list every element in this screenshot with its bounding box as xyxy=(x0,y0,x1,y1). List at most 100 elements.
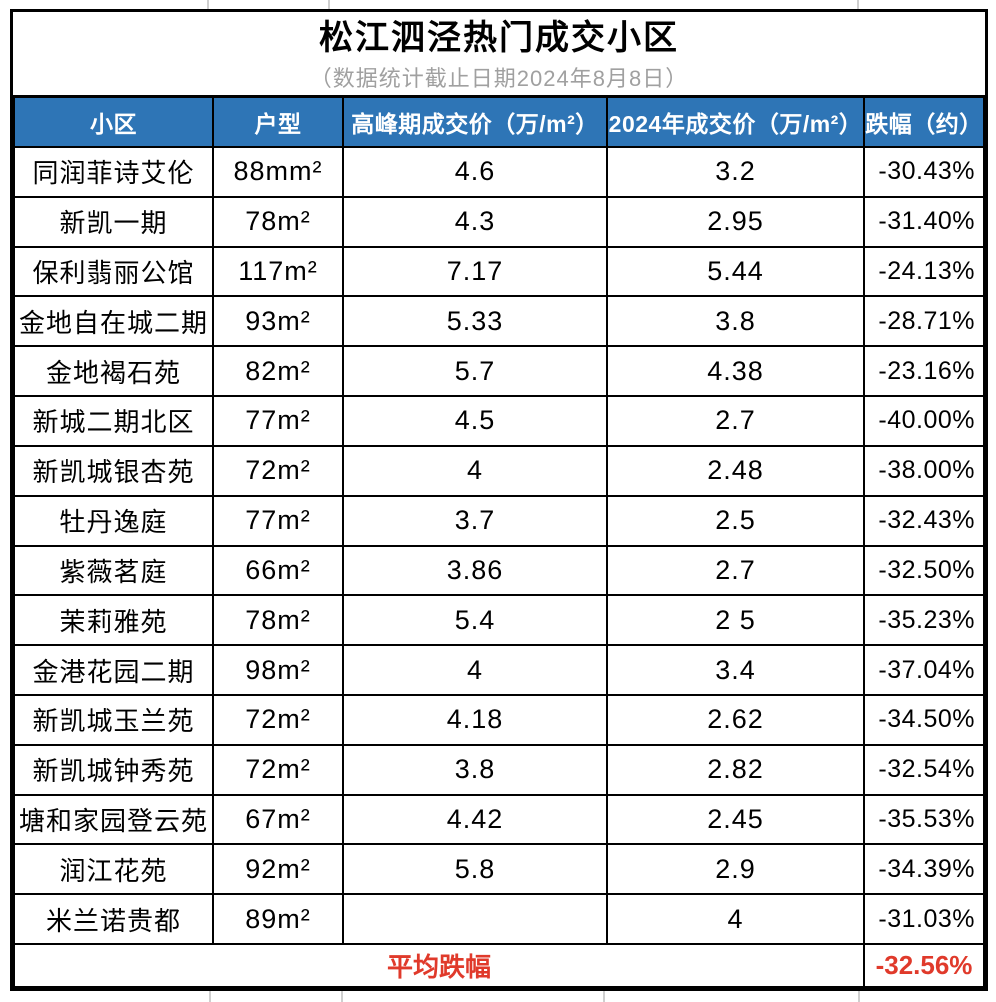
cell-drop: -40.00% xyxy=(863,395,985,447)
cell-community: 金地自在城二期 xyxy=(13,295,214,348)
cell-2024-price: 5.44 xyxy=(606,245,865,298)
cell-drop: -32.50% xyxy=(863,544,985,597)
cell-peak-price: 3.7 xyxy=(342,494,608,547)
table-row: 新城二期北区 77m² 4.5 2.7 -40.00% xyxy=(13,395,985,447)
average-drop-value: -32.56% xyxy=(863,943,985,988)
cell-2024-price: 2.82 xyxy=(606,743,865,796)
page-title: 松江泗泾热门成交小区 xyxy=(319,19,679,58)
col-header-peak-price: 高峰期成交价（万/m²） xyxy=(342,96,608,148)
table-row: 金地自在城二期 93m² 5.33 3.8 -28.71% xyxy=(13,295,985,348)
cell-community: 塘和家园登云苑 xyxy=(13,793,214,846)
table-row: 茉莉雅苑 78m² 5.4 2 5 -35.23% xyxy=(13,594,985,647)
col-header-2024-price: 2024年成交价（万/m²） xyxy=(606,96,865,148)
cell-unit: 89m² xyxy=(212,893,344,945)
cell-peak-price: 7.17 xyxy=(342,245,608,298)
cell-peak-price: 4.5 xyxy=(342,395,608,447)
table-row: 保利翡丽公馆 117m² 7.17 5.44 -24.13% xyxy=(13,245,985,298)
cell-peak-price: 5.33 xyxy=(342,295,608,348)
cell-unit: 77m² xyxy=(212,494,344,547)
cell-drop: -32.54% xyxy=(863,743,985,796)
average-drop-label: 平均跌幅 xyxy=(13,943,865,988)
cell-community: 新凯一期 xyxy=(13,195,214,248)
cell-peak-price: 3.8 xyxy=(342,743,608,796)
table-row: 牡丹逸庭 77m² 3.7 2.5 -32.43% xyxy=(13,494,985,547)
table-row: 塘和家园登云苑 67m² 4.42 2.45 -35.53% xyxy=(13,793,985,846)
cell-2024-price: 2.48 xyxy=(606,444,865,497)
table-footer-row: 平均跌幅 -32.56% xyxy=(13,943,985,988)
cell-drop: -32.43% xyxy=(863,494,985,547)
cell-community: 金地褐石苑 xyxy=(13,345,214,398)
cell-community: 紫薇茗庭 xyxy=(13,544,214,597)
cell-drop: -23.16% xyxy=(863,345,985,398)
cell-community: 新凯城钟秀苑 xyxy=(13,743,214,796)
cell-community: 茉莉雅苑 xyxy=(13,594,214,647)
cell-peak-price: 3.86 xyxy=(342,544,608,597)
cell-unit: 78m² xyxy=(212,594,344,647)
table-row: 新凯城钟秀苑 72m² 3.8 2.82 -32.54% xyxy=(13,743,985,796)
table-card: 松江泗泾热门成交小区 （数据统计截止日期2024年8月8日） 小区 户型 高峰期… xyxy=(10,9,988,991)
cell-2024-price: 2.62 xyxy=(606,693,865,746)
cell-drop: -35.53% xyxy=(863,793,985,846)
cell-unit: 98m² xyxy=(212,644,344,696)
table-row: 润江花苑 92m² 5.8 2.9 -34.39% xyxy=(13,843,985,896)
cell-2024-price: 2.45 xyxy=(606,793,865,846)
cell-unit: 72m² xyxy=(212,743,344,796)
table-row: 新凯一期 78m² 4.3 2.95 -31.40% xyxy=(13,195,985,248)
cell-unit: 72m² xyxy=(212,693,344,746)
cell-peak-price: 4.18 xyxy=(342,693,608,746)
gridline-stub xyxy=(328,0,330,9)
cell-2024-price: 4 xyxy=(606,893,865,945)
table-row: 金地褐石苑 82m² 5.7 4.38 -23.16% xyxy=(13,345,985,398)
cell-drop: -28.71% xyxy=(863,295,985,348)
cell-2024-price: 2 5 xyxy=(606,594,865,647)
cell-peak-price: 4.42 xyxy=(342,793,608,846)
gridline-stub xyxy=(209,991,211,1002)
cell-2024-price: 2.7 xyxy=(606,395,865,447)
table-row: 新凯城玉兰苑 72m² 4.18 2.62 -34.50% xyxy=(13,693,985,746)
cell-unit: 66m² xyxy=(212,544,344,597)
cell-community: 同润菲诗艾伦 xyxy=(13,146,214,198)
cell-unit: 92m² xyxy=(212,843,344,896)
table-row: 紫薇茗庭 66m² 3.86 2.7 -32.50% xyxy=(13,544,985,597)
cell-drop: -34.39% xyxy=(863,843,985,896)
table-row: 金港花园二期 98m² 4 3.4 -37.04% xyxy=(13,644,985,696)
cell-drop: -38.00% xyxy=(863,444,985,497)
cell-unit: 88mm² xyxy=(212,146,344,198)
cell-unit: 67m² xyxy=(212,793,344,846)
cell-unit: 82m² xyxy=(212,345,344,398)
cell-drop: -31.40% xyxy=(863,195,985,248)
cell-2024-price: 2.7 xyxy=(606,544,865,597)
cell-unit: 117m² xyxy=(212,245,344,298)
cell-drop: -30.43% xyxy=(863,146,985,198)
cell-unit: 93m² xyxy=(212,295,344,348)
cell-peak-price: 4.3 xyxy=(342,195,608,248)
gridline-stub xyxy=(858,991,860,1002)
col-header-community: 小区 xyxy=(13,96,214,148)
cell-community: 新凯城玉兰苑 xyxy=(13,693,214,746)
cell-community: 润江花苑 xyxy=(13,843,214,896)
col-header-drop: 跌幅（约） xyxy=(863,96,985,148)
cell-community: 新凯城银杏苑 xyxy=(13,444,214,497)
gridline-stub xyxy=(603,991,605,1002)
table-row: 新凯城银杏苑 72m² 4 2.48 -38.00% xyxy=(13,444,985,497)
cell-drop: -37.04% xyxy=(863,644,985,696)
cell-2024-price: 2.9 xyxy=(606,843,865,896)
cell-drop: -31.03% xyxy=(863,893,985,945)
cell-drop: -24.13% xyxy=(863,245,985,298)
cell-2024-price: 2.95 xyxy=(606,195,865,248)
col-header-unit-type: 户型 xyxy=(212,96,344,148)
cell-2024-price: 2.5 xyxy=(606,494,865,547)
cell-drop: -35.23% xyxy=(863,594,985,647)
cell-peak-price: 4 xyxy=(342,644,608,696)
table-header-row: 小区 户型 高峰期成交价（万/m²） 2024年成交价（万/m²） 跌幅（约） xyxy=(13,96,985,148)
cell-peak-price: 5.8 xyxy=(342,843,608,896)
cell-peak-price: 5.7 xyxy=(342,345,608,398)
cell-unit: 78m² xyxy=(212,195,344,248)
cell-2024-price: 3.4 xyxy=(606,644,865,696)
communities-table: 小区 户型 高峰期成交价（万/m²） 2024年成交价（万/m²） 跌幅（约） … xyxy=(13,96,985,988)
page-subtitle: （数据统计截止日期2024年8月8日） xyxy=(309,65,689,91)
cell-2024-price: 4.38 xyxy=(606,345,865,398)
cell-peak-price: 4.6 xyxy=(342,146,608,198)
cell-unit: 72m² xyxy=(212,444,344,497)
